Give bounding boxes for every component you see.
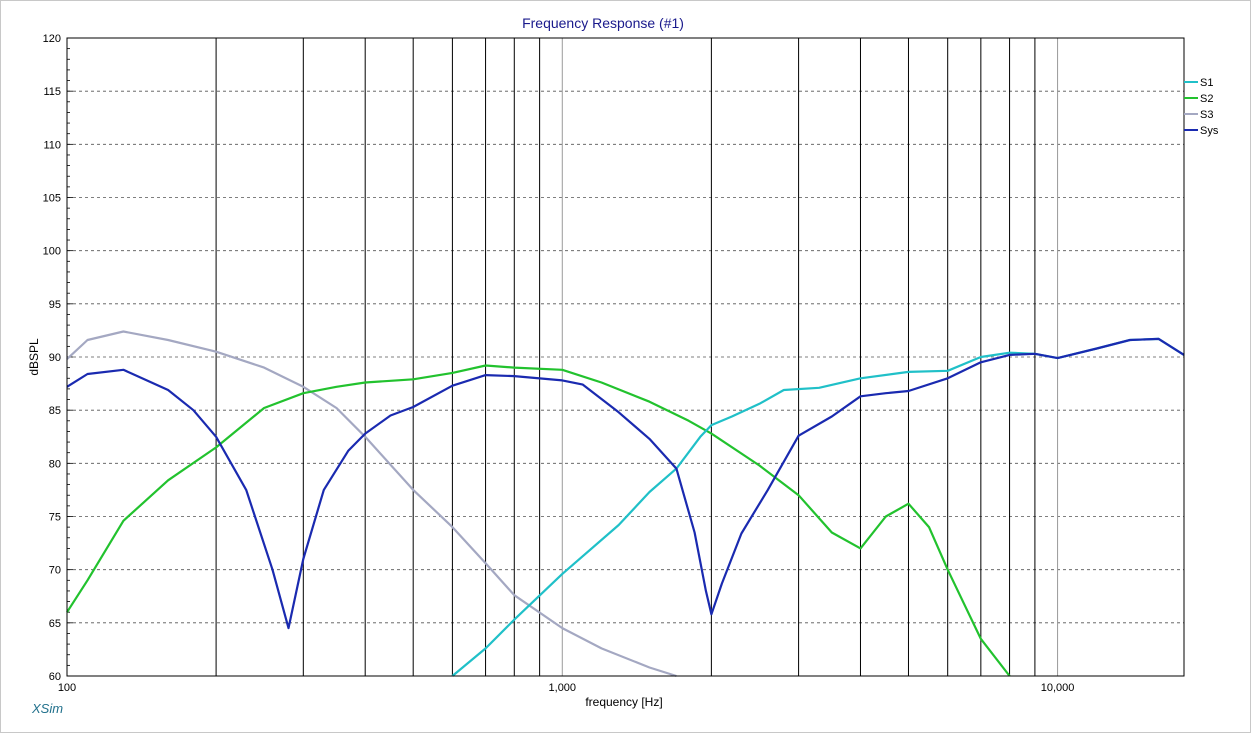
y-tick-label: 80 bbox=[49, 458, 61, 470]
legend-label: S2 bbox=[1200, 93, 1213, 105]
x-tick-label: 100 bbox=[58, 682, 76, 694]
y-tick-label: 60 bbox=[49, 671, 61, 683]
y-tick-label: 105 bbox=[43, 193, 61, 205]
series-line-sys bbox=[66, 337, 1185, 630]
series-line-s2 bbox=[66, 364, 1011, 677]
y-tick-label: 110 bbox=[43, 139, 61, 151]
x-tick-label: 1,000 bbox=[549, 682, 577, 694]
legend-label: S3 bbox=[1200, 109, 1213, 121]
legend-label: S1 bbox=[1200, 77, 1213, 89]
y-tick-label: 90 bbox=[49, 352, 61, 364]
plot-frame bbox=[66, 37, 1185, 677]
y-tick-label: 120 bbox=[43, 33, 61, 45]
x-tick-labels: 100 1,000 10,000 bbox=[58, 682, 1075, 694]
x-axis-label: frequency [Hz] bbox=[585, 695, 662, 709]
y-tick-labels: 60 65 70 75 80 85 90 95 100 105 110 115 120 bbox=[43, 33, 61, 683]
xsim-logo: XSim bbox=[31, 701, 63, 716]
y-tick-label: 100 bbox=[43, 246, 61, 258]
y-tick-label: 70 bbox=[49, 565, 61, 577]
y-tick-label: 65 bbox=[49, 618, 61, 630]
legend: S1 S2 S3 Sys bbox=[1184, 77, 1219, 137]
series-line-s3 bbox=[66, 330, 677, 678]
x-tick-label: 10,000 bbox=[1041, 682, 1075, 694]
y-tick-label: 75 bbox=[49, 512, 61, 524]
y-axis-label: dBSPL bbox=[27, 338, 41, 376]
y-tick-label: 85 bbox=[49, 405, 61, 417]
y-tick-label: 95 bbox=[49, 299, 61, 311]
legend-label: Sys bbox=[1200, 125, 1219, 137]
series-lines bbox=[66, 330, 1185, 678]
y-tick-label: 115 bbox=[43, 86, 61, 98]
chart-title: Frequency Response (#1) bbox=[522, 15, 684, 31]
